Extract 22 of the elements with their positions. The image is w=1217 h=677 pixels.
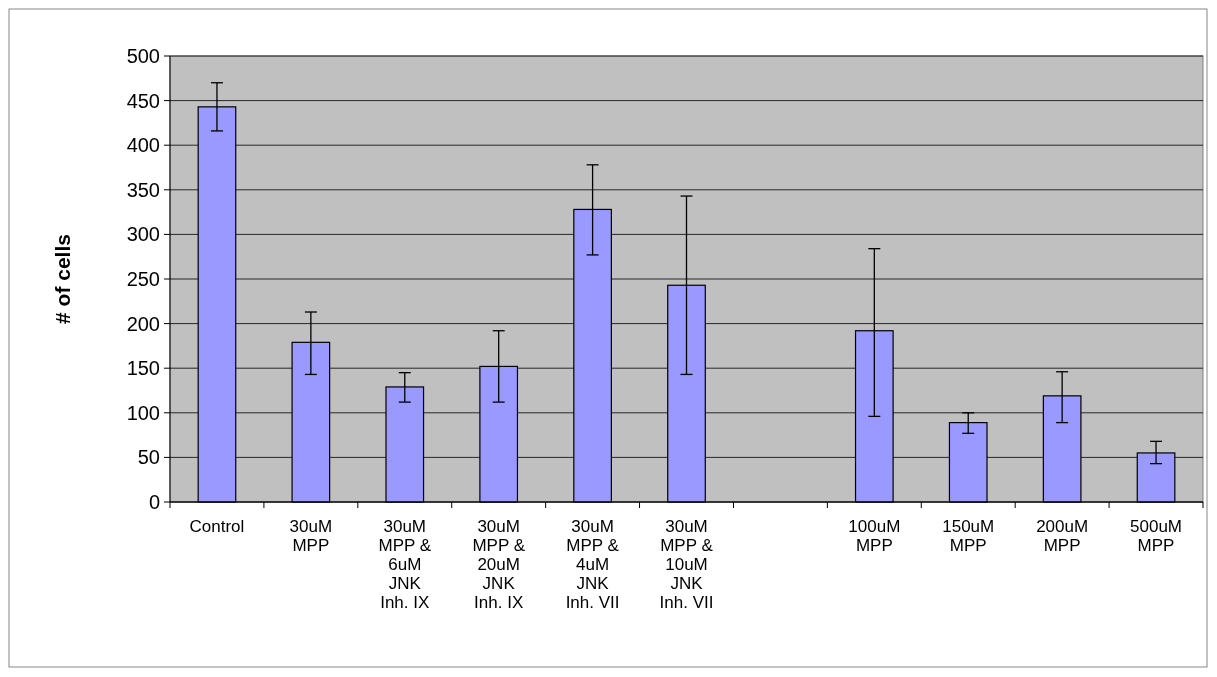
x-tick-label: 100uM MPP [848, 517, 901, 555]
y-tick-label: 350 [126, 178, 160, 201]
y-tick-label: 100 [126, 401, 160, 424]
x-tick-label: 30uM MPP & 10uM JNK Inh. VII [659, 517, 714, 612]
x-tick-label: Control [189, 517, 245, 536]
y-tick-label: 200 [126, 312, 160, 335]
y-tick-label: 450 [126, 89, 160, 112]
x-tick-label: 30uM MPP & 20uM JNK Inh. IX [472, 517, 526, 612]
y-tick-label: 250 [126, 268, 160, 290]
x-tick-label: 30uM MPP & 6uM JNK Inh. IX [378, 517, 432, 612]
y-tick-label: 300 [126, 223, 160, 246]
x-tick-label: 30uM MPP & 4uM JNK Inh. VII [565, 517, 620, 612]
y-tick-label: 0 [148, 491, 160, 513]
y-tick-label: 500 [126, 45, 160, 67]
x-tick-label: 200uM MPP [1036, 517, 1089, 555]
y-axis-title: # of cells [51, 234, 74, 324]
y-tick-label: 50 [137, 446, 160, 469]
y-tick-label: 400 [126, 134, 160, 157]
x-tick-label: 150uM MPP [942, 517, 995, 555]
y-tick-label: 150 [126, 357, 160, 380]
x-tick-label: 500uM MPP [1130, 517, 1183, 555]
x-tick-label: 30uM MPP [289, 517, 333, 555]
